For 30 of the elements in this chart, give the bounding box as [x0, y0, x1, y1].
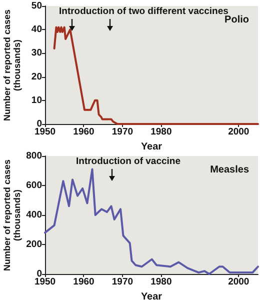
- x-tick-label: 1970: [112, 126, 134, 138]
- x-tick-label: 2000: [228, 276, 250, 288]
- y-tick-label: 30: [31, 48, 42, 59]
- x-tick-label: 2000: [228, 126, 250, 138]
- annotation: Introduction of two different vaccines: [59, 6, 228, 17]
- x-tick-label: 1960: [73, 276, 94, 288]
- x-tick-label: 1960: [73, 126, 94, 138]
- x-tick-label: 1970: [112, 276, 134, 288]
- x-tick-label: 1980: [150, 276, 172, 288]
- y-tick-label: 0: [36, 118, 42, 130]
- y-tick-label: 10: [31, 94, 42, 106]
- x-tick-label: 1980: [150, 126, 172, 138]
- y-tick-label: 600: [26, 180, 42, 191]
- x-axis-title: Year: [140, 291, 162, 300]
- annotation: Introduction of vaccine: [76, 156, 181, 167]
- y-tick-label: 20: [31, 71, 42, 82]
- x-tick-label: 1950: [34, 126, 56, 138]
- line-series: [53, 26, 259, 125]
- y-axis-title: Number of reported cases (thousands): [2, 8, 22, 123]
- y-tick-label: 50: [31, 0, 42, 12]
- x-axis-title: Year: [140, 141, 162, 152]
- text: Polio: [224, 14, 250, 26]
- y-axis-title: Number of reported cases (thousands): [2, 158, 22, 273]
- y-tick-label: 400: [26, 210, 42, 220]
- text: Measles: [210, 164, 250, 176]
- y-tick-label: 40: [31, 24, 42, 36]
- y-tick-label: 200: [26, 239, 42, 250]
- x-tick-label: 1950: [34, 276, 56, 288]
- y-tick-label: 800: [26, 150, 42, 162]
- y-tick-label: 0: [36, 268, 42, 280]
